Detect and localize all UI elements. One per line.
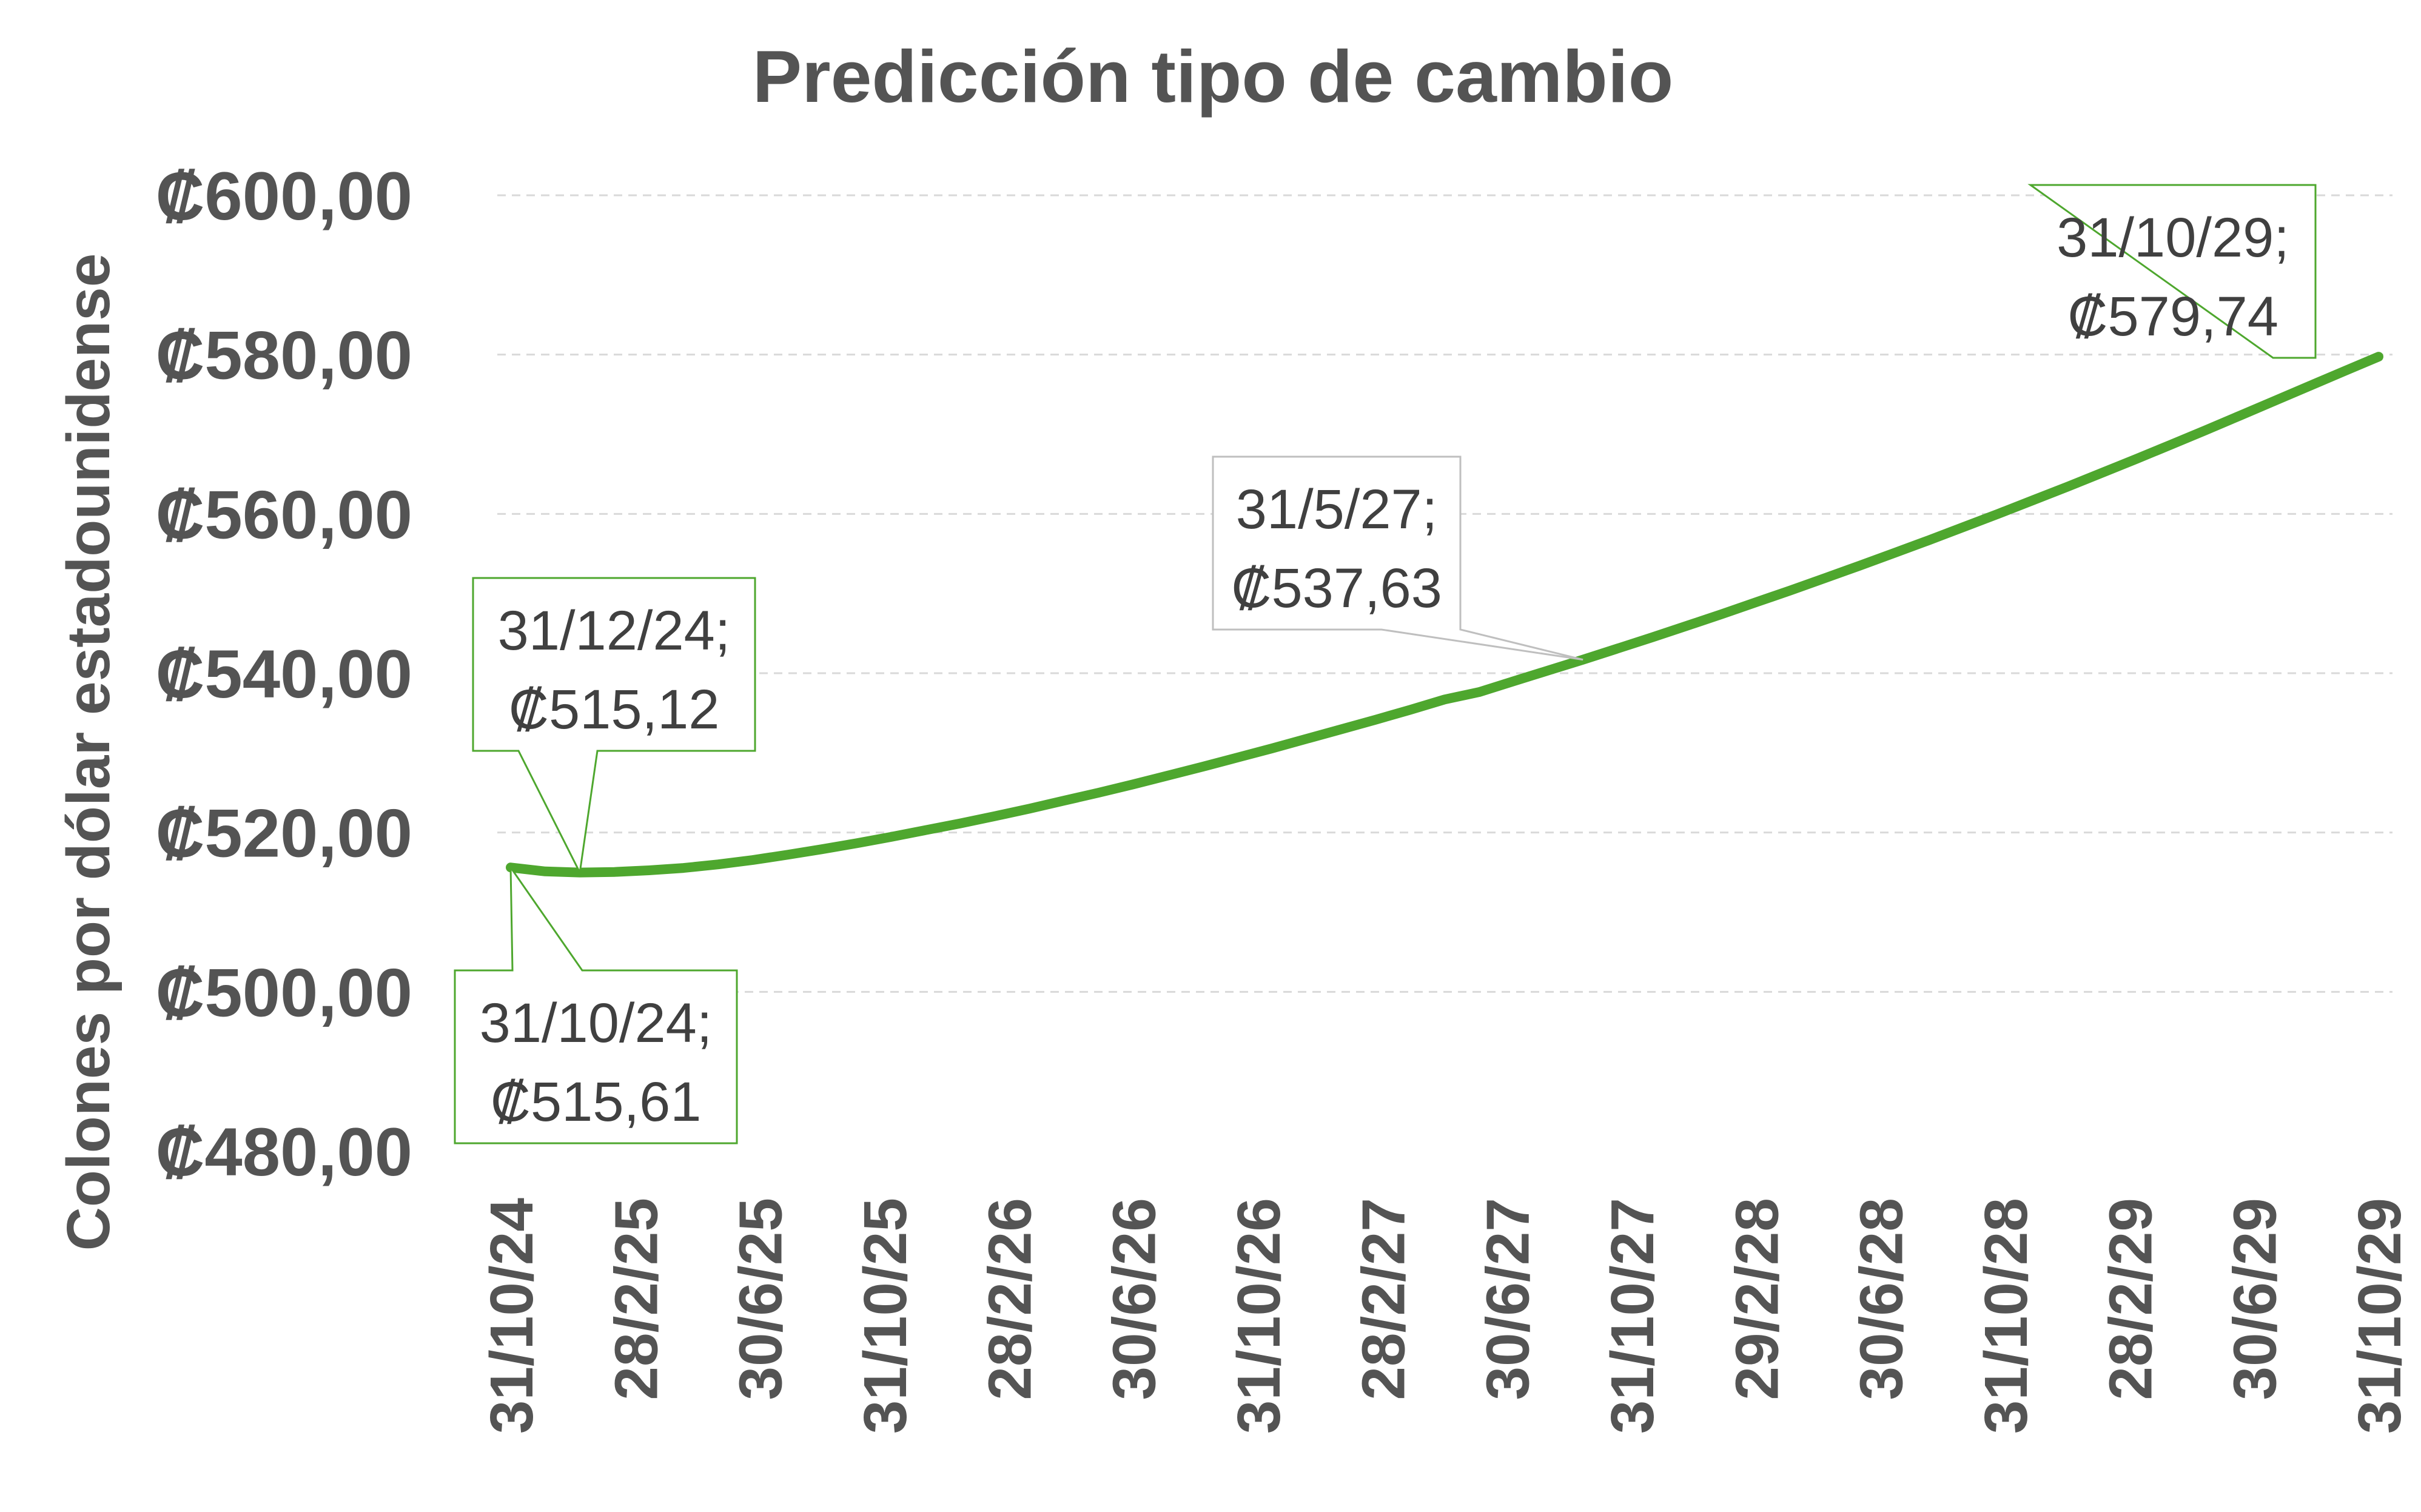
y-axis-label: Colones por dólar estadounidense bbox=[55, 254, 123, 1251]
y-axis-ticks: ₡480,00 ₡500,00 ₡520,00 ₡540,00 ₡560,00 ₡580,… bbox=[156, 158, 412, 1190]
callout-value: ₡515,12 bbox=[509, 679, 720, 741]
x-tick-label: 31/10/27 bbox=[1599, 1198, 1667, 1434]
x-tick-label: 30/6/28 bbox=[1848, 1198, 1916, 1400]
data-callout: 31/10/24; ₡515,61 bbox=[454, 864, 738, 1144]
x-tick-label: 28/2/26 bbox=[976, 1198, 1044, 1400]
callout-box bbox=[472, 577, 756, 876]
x-tick-label: 28/2/25 bbox=[602, 1198, 670, 1400]
x-tick-label: 29/2/28 bbox=[1723, 1198, 1791, 1400]
callout-date: 31/5/27; bbox=[1236, 479, 1438, 540]
y-tick-label: ₡500,00 bbox=[156, 955, 412, 1030]
callout-box bbox=[1212, 455, 1583, 661]
x-tick-label: 28/2/29 bbox=[2097, 1198, 2164, 1400]
x-tick-label: 28/2/27 bbox=[1349, 1198, 1417, 1400]
callout-date: 31/10/29; bbox=[2057, 207, 2289, 269]
y-tick-label: ₡560,00 bbox=[156, 477, 412, 553]
y-tick-label: ₡480,00 bbox=[156, 1114, 412, 1190]
y-tick-label: ₡600,00 bbox=[156, 158, 412, 234]
data-callout: 31/12/24; ₡515,12 bbox=[472, 577, 756, 876]
chart-title: Predicción tipo de cambio bbox=[753, 35, 1674, 118]
x-tick-label: 31/10/24 bbox=[478, 1198, 546, 1434]
data-callouts: 31/10/24; ₡515,61 31/12/24; ₡515,12 31/5/27;… bbox=[454, 184, 2317, 1144]
series-line bbox=[506, 352, 2383, 878]
y-tick-label: ₡540,00 bbox=[156, 636, 412, 712]
callout-box bbox=[454, 864, 738, 1144]
data-callout: 31/10/29; ₡579,74 bbox=[2027, 184, 2317, 359]
x-tick-label: 30/6/26 bbox=[1101, 1198, 1169, 1400]
x-tick-label: 30/6/27 bbox=[1474, 1198, 1542, 1400]
x-tick-label: 31/10/26 bbox=[1225, 1198, 1293, 1434]
callout-value: ₡537,63 bbox=[1231, 557, 1442, 619]
x-tick-label: 30/6/25 bbox=[727, 1198, 795, 1400]
callout-date: 31/10/24; bbox=[480, 992, 713, 1054]
x-tick-label: 30/6/29 bbox=[2221, 1198, 2289, 1400]
y-tick-label: ₡520,00 bbox=[156, 796, 412, 872]
callout-value: ₡515,61 bbox=[491, 1071, 702, 1133]
callout-date: 31/12/24; bbox=[498, 600, 731, 662]
callout-box bbox=[2027, 184, 2317, 359]
x-tick-label: 31/10/29 bbox=[2346, 1198, 2414, 1434]
x-tick-label: 31/10/28 bbox=[1972, 1198, 2040, 1434]
series-layer bbox=[506, 352, 2383, 878]
data-callout: 31/5/27; ₡537,63 bbox=[1212, 455, 1583, 661]
y-tick-label: ₡580,00 bbox=[156, 318, 412, 394]
x-axis-ticks: 31/10/24 28/2/25 30/6/25 31/10/25 28/2/26 30/… bbox=[478, 1198, 2414, 1434]
x-tick-label: 31/10/25 bbox=[851, 1198, 919, 1434]
callout-value: ₡579,74 bbox=[2067, 286, 2278, 348]
